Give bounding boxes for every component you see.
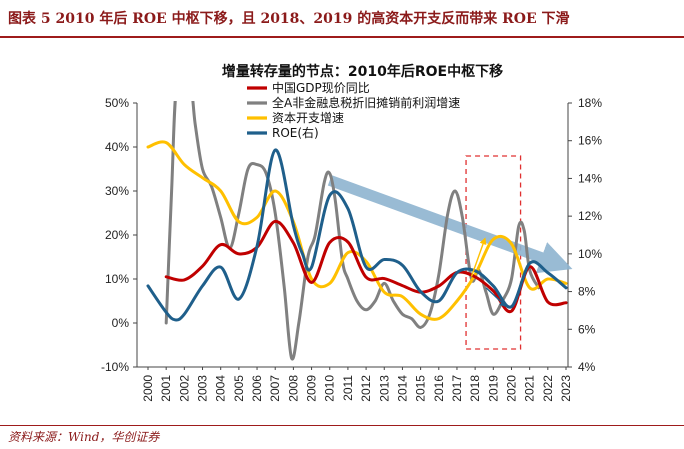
x-tick-label: 2016 [432, 375, 446, 402]
y-right-tick-label: 12% [578, 209, 602, 223]
y-right-tick-label: 18% [578, 96, 602, 110]
y-left-tick-label: -10% [101, 360, 129, 374]
figure-header: 图表 5 2010 年后 ROE 中枢下移，且 2018、2019 的高资本开支… [0, 0, 684, 38]
x-tick-label: 2021 [523, 375, 537, 402]
x-tick-label: 2010 [323, 375, 337, 402]
x-tick-label: 2014 [395, 375, 409, 402]
y-left-tick-label: 40% [105, 140, 129, 154]
x-tick-label: 2020 [504, 375, 518, 402]
figure-title: 图表 5 2010 年后 ROE 中枢下移，且 2018、2019 的高资本开支… [8, 11, 570, 27]
x-tick-label: 2002 [177, 375, 191, 402]
up-arrow-0 [470, 237, 487, 277]
x-tick-label: 2013 [377, 375, 391, 402]
y-right-tick-label: 10% [578, 247, 602, 261]
y-right-tick-label: 14% [578, 171, 602, 185]
y-right-tick-label: 4% [578, 360, 596, 374]
series-line-1 [164, 101, 541, 361]
y-right-tick-label: 6% [578, 322, 596, 336]
x-tick-label: 2000 [141, 375, 155, 402]
x-tick-label: 2003 [196, 375, 210, 402]
legend-label-1: 全A非金融息税折旧摊销前利润增速 [272, 95, 460, 110]
x-tick-label: 2005 [232, 375, 246, 402]
x-tick-label: 2001 [159, 375, 173, 402]
y-left-tick-label: 0% [112, 316, 130, 330]
x-tick-label: 2023 [559, 375, 573, 402]
y-left-tick-label: 10% [105, 272, 129, 286]
y-right-tick-label: 8% [578, 285, 596, 299]
source-note: 资料来源：Wind，华创证券 [8, 430, 160, 444]
trend-arrow [327, 175, 573, 274]
header-divider [0, 36, 684, 38]
legend-label-0: 中国GDP现价同比 [272, 80, 370, 95]
chart-title: 增量转存量的节点：2010年后ROE中枢下移 [222, 63, 503, 80]
x-tick-label: 2011 [341, 375, 355, 401]
x-tick-label: 2008 [286, 375, 300, 402]
y-left-tick-label: 20% [105, 228, 129, 242]
legend-label-2: 资本开支增速 [272, 111, 344, 125]
x-tick-label: 2004 [214, 375, 228, 402]
x-tick-label: 2015 [414, 375, 428, 402]
y-left-tick-label: 30% [105, 184, 129, 198]
x-tick-label: 2009 [305, 375, 319, 402]
y-left-tick-label: 50% [105, 96, 129, 110]
x-tick-label: 2017 [450, 375, 464, 402]
y-right-tick-label: 16% [578, 134, 602, 148]
x-tick-label: 2006 [250, 375, 264, 402]
x-tick-label: 2019 [486, 375, 500, 402]
series-line-2 [146, 140, 568, 321]
x-tick-label: 2022 [541, 375, 555, 402]
legend-label-3: ROE(右) [272, 125, 319, 140]
down-arrow-0 [485, 287, 507, 308]
series-line-0 [164, 219, 568, 314]
x-tick-label: 2007 [268, 375, 282, 402]
x-tick-label: 2012 [359, 375, 373, 402]
series-line-3 [146, 148, 568, 322]
x-tick-label: 2018 [468, 375, 482, 402]
footer-divider [0, 425, 684, 426]
